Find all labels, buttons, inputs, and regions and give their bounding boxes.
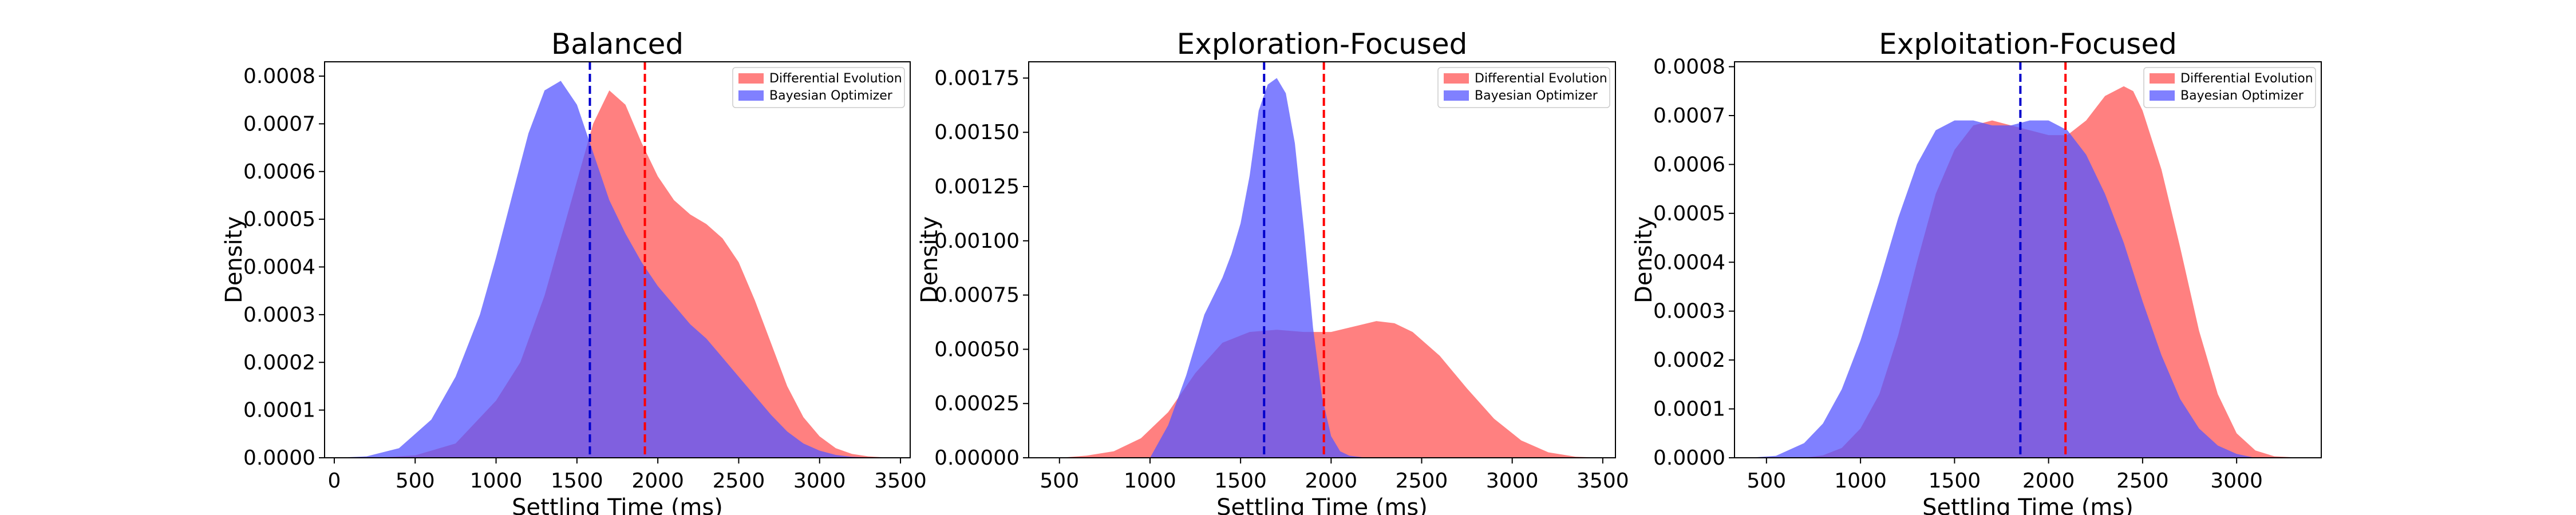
y-tick-label: 0.0004 <box>1653 251 1725 274</box>
x-tick-label: 1000 <box>1124 469 1176 493</box>
density-area-bayesian-optimizer <box>1748 120 2255 458</box>
y-tick-label: 0.00125 <box>934 175 1020 199</box>
chart-title: Balanced <box>551 27 683 61</box>
x-tick-label: 1000 <box>470 469 523 493</box>
chart-title: Exploitation-Focused <box>1879 27 2177 61</box>
y-tick-label: 0.00050 <box>934 338 1020 361</box>
y-axis-label: Density <box>1631 216 1657 303</box>
x-tick-label: 3500 <box>1577 469 1629 493</box>
legend-label-differential-evolution: Differential Evolution <box>1475 72 1607 86</box>
x-tick-label: 2500 <box>713 469 765 493</box>
y-tick-label: 0.0005 <box>1653 202 1725 225</box>
x-tick-label: 3500 <box>874 469 927 493</box>
y-tick-label: 0.00025 <box>934 392 1020 415</box>
chart-title: Exploration-Focused <box>1177 27 1468 61</box>
y-tick-label: 0.00175 <box>934 66 1020 90</box>
chart-panel-balanced: 0 500 1000 1500 2000 2500 3000 3500 0.0000 0.0001… <box>221 27 927 515</box>
legend-label-differential-evolution: Differential Evolution <box>769 72 902 86</box>
legend-swatch-bayesian-optimizer <box>2150 90 2175 101</box>
x-tick-label: 2000 <box>631 469 684 493</box>
x-tick-label: 500 <box>396 469 435 493</box>
legend-box <box>1437 67 1610 108</box>
x-tick-label: 3000 <box>2210 469 2263 493</box>
legend-label-bayesian-optimizer: Bayesian Optimizer <box>1475 89 1598 103</box>
density-area-bayesian-optimizer <box>334 81 884 458</box>
legend-box <box>732 67 905 108</box>
y-tick-label: 0.0007 <box>243 112 315 136</box>
legend-swatch-bayesian-optimizer <box>738 90 764 101</box>
y-tick-label: 0.0001 <box>243 399 315 422</box>
axes-frame <box>1734 61 2322 458</box>
legend: Differential Evolution Bayesian Optimizer <box>732 67 905 108</box>
x-tick-label: 0 <box>328 469 341 493</box>
y-tick-label: 0.0004 <box>243 256 315 279</box>
x-tick-label: 3000 <box>793 469 846 493</box>
y-tick-label: 0.00075 <box>934 284 1020 307</box>
y-axis-label: Density <box>221 216 247 303</box>
x-tick-label: 500 <box>1747 469 1786 493</box>
legend-label-differential-evolution: Differential Evolution <box>2180 72 2313 86</box>
y-tick-label: 0.0003 <box>243 303 315 327</box>
y-tick-label: 0.0008 <box>243 65 315 88</box>
x-axis-label: Settling Time (ms) <box>512 494 723 515</box>
x-tick-label: 500 <box>1040 469 1079 493</box>
legend-swatch-bayesian-optimizer <box>1444 90 1469 101</box>
x-tick-label: 2000 <box>1305 469 1358 493</box>
axes-frame <box>324 61 911 458</box>
x-tick-label: 2500 <box>2116 469 2169 493</box>
legend-label-bayesian-optimizer: Bayesian Optimizer <box>769 89 893 103</box>
y-tick-label: 0.0006 <box>243 160 315 184</box>
y-tick-label: 0.0000 <box>243 446 315 470</box>
x-tick-label: 2500 <box>1396 469 1448 493</box>
x-tick-label: 1500 <box>1929 469 1981 493</box>
y-axis-label: Density <box>916 216 943 303</box>
legend: Differential Evolution Bayesian Optimizer <box>1437 67 1610 108</box>
y-tick-label: 0.0007 <box>1653 104 1725 128</box>
y-tick-label: 0.0001 <box>1653 398 1725 421</box>
y-tick-label: 0.0008 <box>1653 56 1725 79</box>
y-tick-label: 0.0002 <box>243 351 315 374</box>
x-tick-label: 3000 <box>1486 469 1539 493</box>
legend-swatch-differential-evolution <box>738 73 764 84</box>
y-tick-label: 0.0005 <box>243 208 315 231</box>
x-tick-label: 1500 <box>1214 469 1267 493</box>
y-tick-label: 0.00000 <box>934 446 1020 470</box>
chart-panel-exploitation-focused: 500 1000 1500 2000 2500 3000 0.0000 0.0001 0.000… <box>1631 27 2322 515</box>
density-area-bayesian-optimizer <box>1150 78 1368 458</box>
y-tick-label: 0.0003 <box>1653 300 1725 323</box>
legend: Differential Evolution Bayesian Optimizer <box>2143 67 2316 108</box>
legend-box <box>2143 67 2316 108</box>
chart-panel-exploration-focused: 500 1000 1500 2000 2500 3000 3500 0.00000 0.0002… <box>916 27 1629 515</box>
y-tick-label: 0.0006 <box>1653 153 1725 176</box>
x-axis-label: Settling Time (ms) <box>1922 494 2134 515</box>
y-tick-label: 0.0002 <box>1653 348 1725 372</box>
y-tick-label: 0.00150 <box>934 121 1020 144</box>
x-axis-label: Settling Time (ms) <box>1216 494 1428 515</box>
legend-label-bayesian-optimizer: Bayesian Optimizer <box>2180 89 2304 103</box>
x-tick-label: 1500 <box>551 469 603 493</box>
x-tick-label: 1000 <box>1834 469 1887 493</box>
axes-frame <box>1028 61 1616 458</box>
y-tick-label: 0.00100 <box>934 229 1020 253</box>
x-tick-label: 2000 <box>2022 469 2075 493</box>
legend-swatch-differential-evolution <box>1444 73 1469 84</box>
legend-swatch-differential-evolution <box>2150 73 2175 84</box>
y-tick-label: 0.0000 <box>1653 446 1725 470</box>
